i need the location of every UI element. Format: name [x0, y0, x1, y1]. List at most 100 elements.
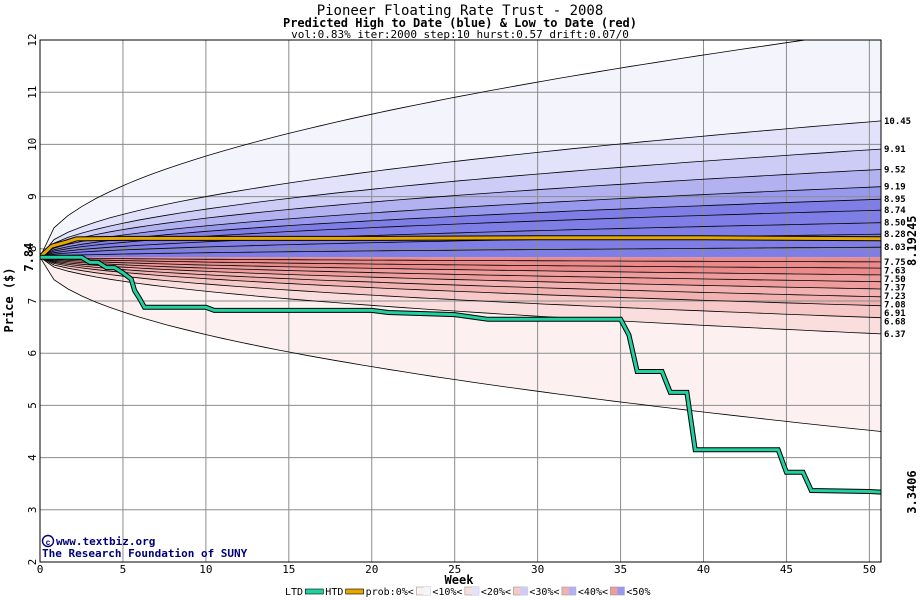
band-lower	[40, 257, 881, 306]
band-contour	[40, 40, 809, 258]
legend-swatch-blue	[423, 587, 431, 595]
x-tick-label: 45	[780, 563, 793, 576]
band-contour	[40, 120, 881, 258]
y-tick-labels: 2 3 4 5 6 7 8 9 10 11 12	[26, 33, 39, 565]
x-tick-label: 5	[120, 563, 127, 576]
legend-label: <30%<	[529, 587, 559, 598]
band-end-label: 7.23	[884, 292, 906, 302]
start-price-label: 7.84	[22, 243, 36, 272]
copyright-icon-glyph: c	[46, 538, 51, 547]
x-tick-label: 35	[614, 563, 627, 576]
band-end-label: 6.91	[884, 309, 906, 319]
y-tick-label: 6	[26, 350, 39, 357]
series-lines	[40, 235, 881, 495]
band-contour	[40, 256, 881, 335]
y-axis-label: Price ($)	[2, 267, 16, 332]
probability-bands	[40, 40, 881, 432]
band-contour	[40, 148, 881, 258]
x-tick-label: 0	[37, 563, 44, 576]
chart-subtitle: Predicted High to Date (blue) & Low to D…	[283, 16, 637, 30]
y-tick-label: 5	[26, 402, 39, 409]
legend-label: LTD	[285, 587, 303, 598]
band-end-label: 9.19	[884, 183, 906, 193]
legend-label: <10%<	[432, 587, 462, 598]
band-end-label: 7.08	[884, 300, 906, 310]
htd-end-label: 8.19245	[905, 215, 919, 266]
chart-params: vol:0.83% iter:2000 step:10 hurst:0.57 d…	[291, 28, 629, 41]
band-lower	[40, 257, 881, 275]
band-lower	[40, 257, 881, 297]
watermark-line1: www.textbiz.org	[56, 535, 155, 548]
band-upper	[40, 40, 881, 258]
legend-swatch	[345, 588, 364, 595]
band-end-label: 8.50	[884, 219, 906, 229]
band-lower	[40, 257, 881, 318]
band-end-label: 10.45	[884, 117, 911, 127]
band-end-label: 6.68	[884, 317, 906, 327]
legend-label: HTD	[325, 587, 343, 598]
band-lower	[40, 257, 881, 289]
band-upper	[40, 199, 881, 258]
band-contour	[40, 256, 881, 283]
band-end-label: 8.28	[884, 230, 906, 240]
x-tick-label: 50	[863, 563, 876, 576]
band-contour	[40, 198, 881, 258]
ltd-end-label: 3.3406	[905, 470, 919, 513]
x-tick-label: 40	[697, 563, 710, 576]
x-tick-label: 20	[365, 563, 378, 576]
legend-swatch-blue	[568, 587, 576, 595]
band-contour	[40, 169, 881, 258]
band-upper	[40, 186, 881, 258]
grid-lines	[39, 39, 881, 563]
band-upper	[40, 120, 881, 258]
band-contour	[40, 256, 881, 298]
band-end-label: 9.52	[884, 165, 906, 175]
band-lower	[40, 257, 881, 269]
band-end-label: 9.91	[884, 145, 906, 155]
y-tick-label: 8	[26, 245, 39, 252]
legend-label: prob:0%<	[366, 587, 414, 598]
x-tick-labels: 0 5 10 15 20 25 30 35 40 45 50	[37, 563, 876, 576]
watermark-line2: The Research Foundation of SUNY	[42, 547, 248, 560]
band-lower	[40, 257, 881, 282]
band-upper	[40, 169, 881, 258]
y-tick-label: 12	[26, 33, 39, 46]
y-tick-label: 4	[26, 454, 39, 461]
band-end-label: 8.95	[884, 195, 906, 205]
band-contour	[40, 256, 881, 307]
legend-swatch-blue	[617, 587, 625, 595]
y-tick-label: 2	[26, 559, 39, 566]
band-upper	[40, 149, 881, 258]
x-tick-label: 15	[282, 563, 295, 576]
x-tick-label: 25	[448, 563, 461, 576]
y-tick-label: 3	[26, 506, 39, 513]
legend-label: <50%	[626, 587, 650, 598]
band-end-label: 7.50	[884, 275, 906, 285]
band-contour	[40, 256, 881, 290]
band-contour	[40, 256, 881, 432]
band-end-label: 6.37	[884, 330, 906, 340]
y-tick-label: 11	[26, 86, 39, 99]
y-tick-label: 10	[26, 138, 39, 151]
series-line-htd	[40, 236, 881, 259]
band-contour	[40, 256, 881, 319]
series-line-ltd	[40, 255, 881, 494]
band-end-label: 7.37	[884, 283, 906, 293]
band-contour	[40, 186, 881, 258]
band-contour	[40, 246, 881, 258]
chart-title: Pioneer Floating Rate Trust - 2008	[317, 3, 604, 19]
copyright-icon	[41, 534, 55, 548]
x-tick-label: 30	[531, 563, 544, 576]
band-end-labels: 10.45 9.91 9.52 9.19 8.958.74 8.508.28 8.03 7.7…	[884, 117, 911, 340]
band-end-label: 8.03	[884, 243, 906, 253]
watermark: c www.textbiz.org The Research Foundatio…	[41, 534, 248, 560]
band-contour	[40, 256, 881, 269]
legend-swatch-blue	[471, 587, 479, 595]
legend-label: <40%<	[578, 587, 608, 598]
plot-frame	[39, 39, 882, 563]
band-contour	[40, 256, 881, 276]
band-end-label: 7.75	[884, 258, 906, 268]
band-contour	[40, 256, 881, 263]
y-tick-label: 7	[26, 298, 39, 305]
